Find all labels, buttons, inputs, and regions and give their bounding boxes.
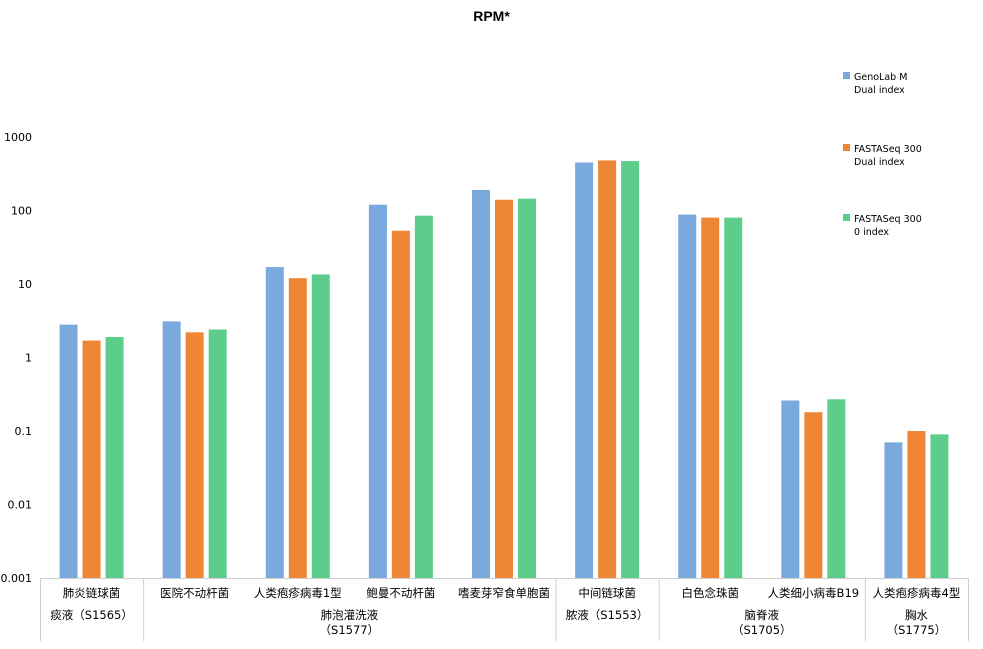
bar: [288, 278, 307, 578]
y-tick-label: 0.001: [1, 572, 33, 585]
category-label: 人类细小病毒B19: [768, 586, 860, 600]
bar: [724, 217, 743, 579]
bar: [884, 442, 903, 578]
y-tick-label: 100: [11, 205, 32, 218]
bar: [208, 329, 227, 578]
bar: [368, 204, 387, 578]
group-label: 胸水: [905, 608, 928, 622]
group-label-sub: （S1577）: [320, 623, 380, 637]
bar: [781, 400, 800, 578]
legend-label-sub: Dual index: [854, 85, 905, 96]
group-label: 脓液（S1553）: [566, 608, 649, 622]
bar: [82, 340, 101, 578]
legend-label-sub: 0 index: [854, 227, 889, 238]
y-tick-label: 0.1: [15, 425, 33, 438]
bar: [598, 160, 617, 578]
bar: [105, 337, 124, 578]
legend-label: FASTASeq 300: [854, 214, 922, 225]
bar: [311, 274, 330, 578]
legend-swatch: [843, 72, 850, 79]
group-label-sub: （S1775）: [887, 623, 947, 637]
bar: [907, 431, 926, 578]
bar: [185, 332, 204, 578]
bar: [265, 267, 284, 578]
group-label: 痰液（S1565）: [50, 608, 133, 622]
category-label: 人类疱疹病毒4型: [873, 586, 961, 600]
bar: [472, 190, 490, 579]
y-tick-label: 1: [25, 352, 32, 365]
bar: [930, 434, 949, 578]
bar: [621, 161, 640, 578]
category-label: 鲍曼不动杆菌: [366, 586, 435, 600]
bar: [804, 412, 823, 578]
bar: [495, 199, 513, 578]
category-label: 医院不动杆菌: [160, 586, 229, 600]
category-label: 白色念珠菌: [681, 586, 739, 600]
chart-title: RPM*: [473, 8, 510, 24]
bar: [414, 215, 433, 578]
category-label: 肺炎链球菌: [63, 586, 121, 600]
bar: [701, 217, 720, 579]
legend-label: GenoLab M: [854, 72, 907, 83]
y-tick-label: 1000: [4, 131, 32, 144]
y-tick-label: 10: [18, 278, 32, 291]
bar: [391, 230, 410, 578]
bar: [678, 214, 697, 579]
bar: [59, 324, 78, 578]
bar: [518, 198, 536, 578]
bar: [827, 399, 846, 578]
category-label: 嗜麦芽窄食单胞菌: [458, 586, 550, 600]
group-label-sub: （S1705）: [732, 623, 792, 637]
legend-label-sub: Dual index: [854, 157, 905, 168]
category-label: 人类疱疹病毒1型: [254, 586, 342, 600]
y-tick-label: 0.01: [8, 499, 33, 512]
legend-swatch: [843, 214, 850, 221]
group-label: 肺泡灌洗液: [321, 608, 379, 622]
bar: [575, 162, 594, 578]
category-label: 中间链球菌: [578, 586, 636, 600]
group-label: 脑脊液: [745, 608, 780, 622]
legend-swatch: [843, 144, 850, 151]
bar: [162, 321, 181, 578]
legend-label: FASTASeq 300: [854, 144, 922, 155]
